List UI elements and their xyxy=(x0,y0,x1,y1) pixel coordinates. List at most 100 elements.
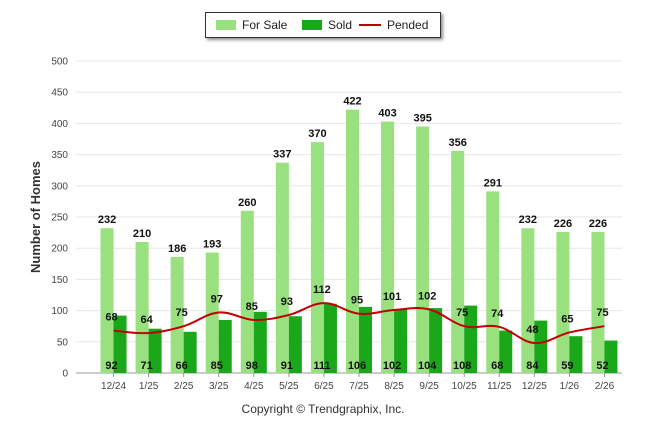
label-pended: 95 xyxy=(351,295,363,307)
x-tick-label: 1/25 xyxy=(139,381,159,392)
y-tick-label: 300 xyxy=(51,181,68,192)
bar-sold xyxy=(534,320,548,373)
label-sold: 108 xyxy=(453,360,471,372)
label-sold: 104 xyxy=(418,360,437,372)
x-tick-label: 9/25 xyxy=(419,381,439,392)
label-sold: 91 xyxy=(281,360,293,372)
x-tick-label: 6/25 xyxy=(314,381,334,392)
label-for-sale: 186 xyxy=(168,243,186,255)
bar-sold xyxy=(429,308,443,373)
bar-for-sale xyxy=(591,231,605,373)
copyright: Copyright © Trendgraphix, Inc. xyxy=(241,402,405,416)
label-pended: 75 xyxy=(596,307,608,319)
label-for-sale: 260 xyxy=(238,197,256,209)
bar-sold xyxy=(323,303,337,373)
legend: For Sale Sold Pended xyxy=(205,12,441,38)
label-for-sale: 291 xyxy=(484,177,502,189)
bar-for-sale xyxy=(170,256,184,373)
bar-for-sale xyxy=(381,121,395,373)
label-for-sale: 226 xyxy=(589,218,607,230)
label-sold: 111 xyxy=(313,360,330,372)
label-sold: 92 xyxy=(105,360,117,372)
bar-for-sale xyxy=(346,109,359,373)
label-for-sale: 232 xyxy=(98,214,116,226)
bar-for-sale xyxy=(100,228,114,373)
label-sold: 59 xyxy=(561,360,573,372)
label-sold: 66 xyxy=(176,360,188,372)
x-tick-label: 12/24 xyxy=(101,381,126,392)
label-pended: 101 xyxy=(383,291,401,303)
label-pended: 75 xyxy=(456,307,468,319)
bar-sold xyxy=(604,340,618,373)
y-tick-label: 450 xyxy=(51,88,68,99)
label-for-sale: 232 xyxy=(519,214,537,226)
y-tick-label: 350 xyxy=(51,150,68,161)
label-for-sale: 395 xyxy=(413,113,431,125)
y-tick-label: 150 xyxy=(51,275,68,286)
bar-sold xyxy=(288,316,302,373)
y-axis-title: Number of Homes xyxy=(28,161,43,273)
label-for-sale: 337 xyxy=(273,149,291,161)
legend-for-sale-swatch xyxy=(216,20,236,30)
y-tick-label: 50 xyxy=(57,337,69,348)
pended-line xyxy=(113,302,605,345)
label-pended: 68 xyxy=(105,312,117,324)
label-for-sale: 356 xyxy=(449,137,467,149)
legend-sold-swatch xyxy=(302,20,322,30)
bar-for-sale xyxy=(521,228,535,373)
bar-sold xyxy=(359,306,372,373)
label-for-sale: 226 xyxy=(554,218,572,230)
legend-pended-swatch xyxy=(359,24,381,26)
bar-sold xyxy=(394,309,408,373)
bar-for-sale xyxy=(205,252,219,373)
label-sold: 52 xyxy=(596,360,608,372)
bar-sold xyxy=(569,336,583,373)
bar-for-sale xyxy=(451,150,465,373)
label-for-sale: 422 xyxy=(343,96,361,108)
label-sold: 106 xyxy=(348,360,366,372)
bar-sold xyxy=(148,328,162,373)
legend-for-sale-label: For Sale xyxy=(242,18,288,32)
label-pended: 93 xyxy=(281,296,293,308)
label-pended: 102 xyxy=(418,290,436,302)
bar-sold xyxy=(218,319,232,373)
label-sold: 98 xyxy=(246,360,258,372)
bar-for-sale xyxy=(416,126,430,374)
x-tick-label: 3/25 xyxy=(209,381,229,392)
label-sold: 85 xyxy=(211,360,223,372)
x-tick-label: 11/25 xyxy=(487,381,512,392)
x-tick-label: 12/25 xyxy=(522,381,547,392)
label-pended: 48 xyxy=(526,324,538,336)
x-tick-label: 5/25 xyxy=(279,381,299,392)
label-sold: 84 xyxy=(526,360,539,372)
label-for-sale: 403 xyxy=(378,108,396,120)
y-tick-label: 0 xyxy=(62,369,68,380)
x-tick-label: 7/25 xyxy=(349,381,369,392)
label-for-sale: 370 xyxy=(308,128,326,140)
bar-for-sale xyxy=(275,162,289,373)
label-pended: 97 xyxy=(211,293,223,305)
legend-sold-label: Sold xyxy=(328,18,353,32)
y-tick-label: 200 xyxy=(51,244,68,255)
bar-sold xyxy=(464,305,478,373)
label-pended: 65 xyxy=(561,313,573,325)
x-tick-label: 4/25 xyxy=(244,381,264,392)
x-tick-label: 10/25 xyxy=(452,381,477,392)
legend-for-sale: For Sale xyxy=(216,13,287,37)
label-sold: 71 xyxy=(140,360,152,372)
bar-sold xyxy=(499,330,513,373)
label-pended: 112 xyxy=(313,284,331,296)
label-pended: 85 xyxy=(246,301,258,313)
x-tick-label: 8/25 xyxy=(384,381,404,392)
label-sold: 68 xyxy=(491,360,503,372)
bar-for-sale xyxy=(240,210,254,373)
bar-for-sale xyxy=(556,231,570,373)
label-for-sale: 193 xyxy=(203,239,221,251)
legend-pended-label: Pended xyxy=(387,18,429,32)
legend-sold: Sold xyxy=(302,13,352,37)
y-tick-label: 100 xyxy=(51,306,68,317)
y-tick-label: 400 xyxy=(51,119,68,130)
x-tick-label: 1/26 xyxy=(560,381,580,392)
